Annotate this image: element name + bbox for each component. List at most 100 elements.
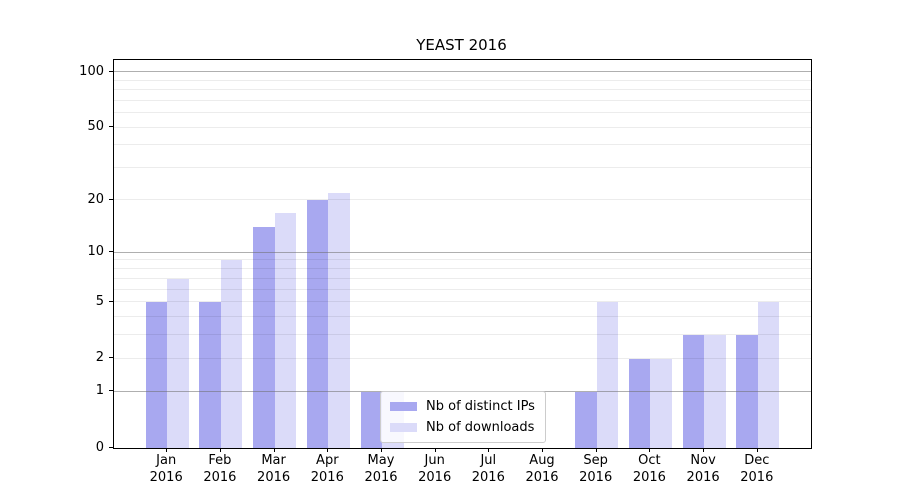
bar-downloads-jan — [167, 278, 189, 448]
gridline-minor — [114, 144, 811, 146]
x-tick-label-feb: Feb 2016 — [192, 452, 248, 486]
x-tick-year: 2016 — [632, 470, 666, 485]
gridline-minor — [114, 89, 811, 90]
legend-label-distinct-ips: Nb of distinct IPs — [426, 398, 535, 414]
x-tick-month: Mar — [261, 453, 286, 468]
y-tick-label-50: 50 — [87, 119, 104, 135]
legend: Nb of distinct IPs Nb of downloads — [380, 391, 546, 443]
y-tick-mark — [109, 126, 113, 128]
x-tick-year: 2016 — [149, 470, 183, 485]
y-tick-label-1: 1 — [95, 383, 104, 398]
y-tick-label-0: 0 — [95, 439, 104, 455]
x-tick-year: 2016 — [203, 470, 237, 485]
bar-downloads-nov — [704, 335, 726, 448]
x-tick-mark — [434, 448, 436, 452]
gridline-minor — [114, 268, 811, 269]
bar-downloads-sep — [596, 302, 619, 448]
bar-distinct-ips-jan — [145, 302, 168, 448]
bar-downloads-mar — [274, 212, 297, 448]
gridline-minor — [114, 126, 811, 128]
gridline-major — [114, 71, 811, 72]
gridline-minor — [114, 112, 811, 114]
y-tick-label-100: 100 — [79, 63, 104, 79]
x-tick-label-dec: Dec 2016 — [729, 452, 785, 486]
x-tick-year: 2016 — [740, 470, 774, 485]
x-tick-month: May — [367, 453, 395, 468]
gridline-minor — [114, 334, 811, 336]
legend-item-downloads: Nb of downloads — [390, 418, 535, 436]
x-tick-label-nov: Nov 2016 — [675, 452, 731, 486]
chart-title: YEAST 2016 — [416, 36, 507, 54]
x-tick-month: Jul — [480, 453, 497, 468]
x-tick-mark — [595, 448, 597, 452]
legend-label-downloads: Nb of downloads — [426, 419, 535, 435]
x-tick-label-aug: Aug 2016 — [514, 452, 570, 486]
x-tick-mark — [166, 448, 168, 452]
bar-distinct-ips-apr — [306, 200, 329, 448]
x-tick-year: 2016 — [471, 470, 505, 485]
y-tick-mark — [109, 251, 113, 253]
x-tick-mark — [542, 448, 543, 452]
gridline-minor — [114, 288, 811, 290]
bar-distinct-ips-oct — [629, 358, 651, 448]
x-tick-label-jan: Jan 2016 — [138, 452, 194, 486]
gridline-minor — [114, 199, 811, 200]
legend-swatch-distinct-ips — [390, 401, 417, 411]
gridline-minor — [114, 99, 811, 101]
x-tick-mark — [273, 448, 275, 452]
x-tick-month: Feb — [208, 453, 232, 468]
x-tick-year: 2016 — [418, 470, 452, 485]
y-tick-label-10: 10 — [87, 244, 104, 260]
x-tick-month: Jun — [424, 453, 445, 468]
x-tick-year: 2016 — [364, 470, 398, 485]
x-tick-month: Nov — [690, 453, 716, 468]
x-tick-year: 2016 — [310, 470, 344, 485]
x-tick-year: 2016 — [686, 470, 720, 485]
bar-downloads-dec — [757, 302, 780, 448]
y-tick-mark — [109, 357, 113, 358]
x-tick-month: Jan — [156, 453, 177, 468]
x-tick-mark — [327, 448, 329, 452]
bar-downloads-feb — [220, 260, 243, 448]
x-tick-mark — [219, 448, 221, 452]
x-tick-label-oct: Oct 2016 — [621, 452, 677, 486]
x-tick-year: 2016 — [579, 470, 613, 485]
y-tick-mark — [109, 300, 113, 302]
x-tick-month: Aug — [529, 453, 555, 468]
x-tick-month: Sep — [583, 453, 608, 468]
bar-distinct-ips-may — [360, 391, 382, 448]
x-tick-month: Apr — [316, 453, 339, 468]
x-tick-label-mar: Mar 2016 — [246, 452, 302, 486]
y-tick-mark — [109, 70, 113, 72]
x-tick-year: 2016 — [257, 470, 291, 485]
legend-swatch-downloads — [390, 422, 417, 432]
x-tick-label-may: May 2016 — [353, 452, 409, 486]
gridline-minor — [114, 315, 811, 317]
bar-distinct-ips-dec — [736, 335, 758, 448]
x-tick-label-jul: Jul 2016 — [460, 452, 516, 486]
gridline-minor — [114, 301, 811, 302]
bar-downloads-oct — [650, 358, 672, 448]
y-tick-label-20: 20 — [87, 191, 104, 207]
x-tick-mark — [381, 448, 382, 452]
x-tick-label-sep: Sep 2016 — [568, 452, 624, 486]
bar-downloads-apr — [328, 192, 350, 448]
x-tick-mark — [703, 448, 705, 452]
bar-distinct-ips-feb — [199, 302, 221, 448]
gridline-major — [114, 251, 811, 253]
gridline-minor — [114, 277, 811, 279]
x-tick-month: Oct — [638, 453, 661, 468]
y-tick-label-2: 2 — [95, 350, 104, 365]
y-tick-mark — [109, 198, 113, 200]
bar-distinct-ips-sep — [575, 391, 597, 448]
y-tick-mark — [109, 446, 113, 448]
x-tick-year: 2016 — [525, 470, 559, 485]
x-tick-mark — [488, 448, 490, 452]
y-tick-mark — [109, 390, 113, 391]
gridline-minor — [114, 79, 811, 81]
legend-item-distinct-ips: Nb of distinct IPs — [390, 397, 535, 415]
x-tick-mark — [756, 448, 758, 452]
x-tick-label-jun: Jun 2016 — [407, 452, 463, 486]
gridline-minor — [114, 259, 811, 261]
